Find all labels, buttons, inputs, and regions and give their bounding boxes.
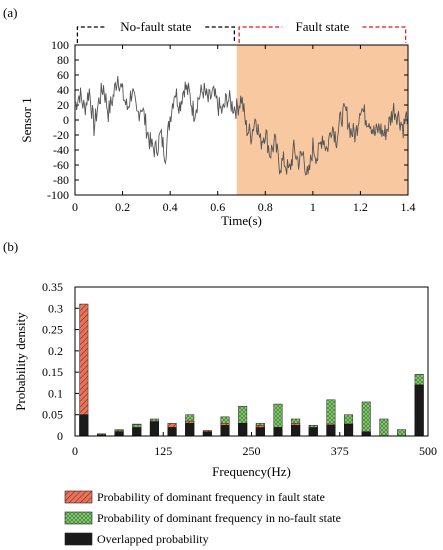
panel-b-histogram: (b) 0 125 250 375 50000.050.10.150.20.250.30… <box>3 239 437 546</box>
bar-nofault-18 <box>397 429 407 437</box>
legend-label-2: Overlapped probability <box>97 532 209 546</box>
a-ytick-label-4: -20 <box>53 128 69 142</box>
bar-overlap-4 <box>149 421 159 437</box>
a-ytick-label-9: 80 <box>57 53 69 67</box>
legend-swatch-1 <box>64 511 93 525</box>
panel-a-time-series: (a) No-fault state Fault state 0 0.2 0.4 0.6… <box>3 5 416 228</box>
a-ytick-label-8: 60 <box>57 68 69 82</box>
a-xtick-label-0: 0 <box>72 200 78 214</box>
region-bracket-0: No-fault state <box>76 19 235 43</box>
bar-overlap-14 <box>326 425 336 437</box>
fault-state-shade <box>236 45 408 195</box>
a-ytick-label-5: 0 <box>63 113 69 127</box>
b-xtick-label-1: 125 <box>154 444 172 458</box>
bar-overlap-12 <box>291 425 301 437</box>
bar-overlap-19 <box>414 384 424 437</box>
bar-overlap-16 <box>361 431 371 437</box>
bar-overlap-9 <box>238 422 248 437</box>
panel-b-bars <box>79 303 424 437</box>
bar-overlap-10 <box>255 427 265 437</box>
a-xtick-label-4: 0.8 <box>258 200 273 214</box>
region-bracket-right-0 <box>205 26 235 43</box>
a-xtick-label-5: 1 <box>310 200 316 214</box>
panel-b-ticks: 0 125 250 375 500 0 0.05 0.1 0.15 0.2 0.25 0.3 0.35 <box>42 280 437 458</box>
a-ytick-label-3: -40 <box>53 143 69 157</box>
b-ytick-label-7: 0.35 <box>42 280 63 294</box>
b-xtick-label-3: 375 <box>331 444 349 458</box>
a-ytick-label-2: -60 <box>53 158 69 172</box>
panel-a-x-axis-label: Time(s) <box>221 213 262 228</box>
legend-label-0: Probability of dominant frequency in fau… <box>97 490 325 504</box>
panel-b-y-axis-label: Probability density <box>13 312 28 411</box>
bar-overlap-5 <box>167 427 177 437</box>
b-ytick-label-0: 0 <box>57 429 63 443</box>
b-ytick-label-2: 0.1 <box>48 386 63 400</box>
a-ytick-label-6: 20 <box>57 98 69 112</box>
b-xtick-label-2: 250 <box>243 444 261 458</box>
legend-swatch-2 <box>64 532 93 546</box>
sensor-signal-line <box>74 76 408 176</box>
b-ytick-label-3: 0.15 <box>42 365 63 379</box>
a-xtick-label-6: 1.2 <box>353 200 368 214</box>
region-label-1: Fault state <box>295 19 349 34</box>
region-bracket-left-1 <box>238 26 283 43</box>
b-xtick-label-0: 0 <box>72 444 78 458</box>
bar-overlap-15 <box>344 423 354 437</box>
a-ytick-label-1: -80 <box>53 173 69 187</box>
a-ytick-label-7: 40 <box>57 83 69 97</box>
bar-overlap-2 <box>114 431 124 437</box>
b-xtick-label-4: 500 <box>419 444 437 458</box>
legend-label-1: Probability of dominant frequency in no-… <box>97 511 341 525</box>
a-xtick-label-2: 0.4 <box>163 200 178 214</box>
a-xtick-label-7: 1.4 <box>401 200 416 214</box>
bar-nofault-17 <box>379 418 389 437</box>
a-xtick-label-3: 0.6 <box>210 200 225 214</box>
panel-b-plot-frame <box>74 286 429 437</box>
panel-a-label: (a) <box>3 5 17 20</box>
panel-a-regions: No-fault state Fault state <box>76 19 408 195</box>
bar-overlap-6 <box>185 422 195 437</box>
bar-overlap-7 <box>202 431 212 437</box>
panel-a-ticks: 0 0.2 0.4 0.6 0.8 1 1.2 1.4-100-80-60-40-200204… <box>47 38 416 214</box>
bar-overlap-8 <box>220 425 230 437</box>
bar-overlap-0 <box>79 414 89 437</box>
region-bracket-1: Fault state <box>238 19 407 43</box>
panel-b-x-axis-label: Frequency(Hz) <box>212 464 291 479</box>
a-ytick-label-10: 100 <box>51 38 69 52</box>
panel-b-label: (b) <box>3 239 18 254</box>
a-ytick-label-0: -100 <box>47 188 69 202</box>
b-ytick-label-6: 0.3 <box>48 301 63 315</box>
region-label-0: No-fault state <box>120 19 191 34</box>
bar-overlap-13 <box>308 427 318 437</box>
panel-b-legend: Probability of dominant frequency in fau… <box>64 490 341 546</box>
panel-a-y-axis-label: Sensor 1 <box>19 97 34 142</box>
b-ytick-label-1: 0.05 <box>42 408 63 422</box>
legend-swatch-0 <box>64 490 93 504</box>
region-bracket-right-1 <box>362 26 407 43</box>
region-bracket-left-0 <box>76 26 107 43</box>
b-ytick-label-5: 0.25 <box>42 323 63 337</box>
bar-overlap-3 <box>132 427 142 437</box>
bar-overlap-11 <box>273 427 283 437</box>
b-ytick-label-4: 0.2 <box>48 344 63 358</box>
a-xtick-label-1: 0.2 <box>115 200 130 214</box>
bar-nofault-16 <box>361 401 371 437</box>
